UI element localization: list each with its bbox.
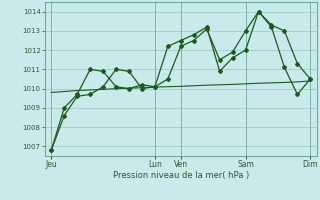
X-axis label: Pression niveau de la mer( hPa ): Pression niveau de la mer( hPa )	[113, 171, 249, 180]
